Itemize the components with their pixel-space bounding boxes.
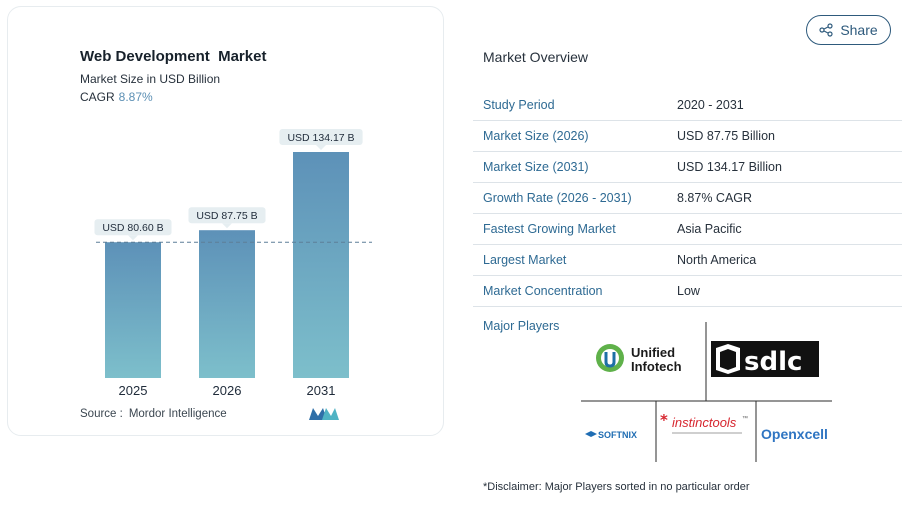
bar-2026 <box>199 230 255 378</box>
row-value: USD 87.75 Billion <box>677 129 775 143</box>
disclaimer: *Disclaimer: Major Players sorted in no … <box>483 481 750 493</box>
market-overview-table: Study Period 2020 - 2031 Market Size (20… <box>473 90 902 307</box>
instinctools-logo: * instinctools ™ <box>660 411 748 434</box>
x-tick-label: 2025 <box>119 383 148 398</box>
chart-subtitle: Market Size in USD Billion <box>80 72 221 86</box>
unified-name-line1: Unified <box>631 345 675 360</box>
instinctools-star-icon: * <box>660 411 668 429</box>
row-value: 8.87% CAGR <box>677 191 753 205</box>
bar-2031 <box>293 152 349 378</box>
row-key: Largest Market <box>483 253 567 267</box>
row-key: Market Size (2026) <box>483 129 589 143</box>
mordor-intelligence-logo <box>309 408 339 420</box>
row-key: Market Size (2031) <box>483 160 589 174</box>
bar-chart: USD 80.60 B 2025 USD 87.75 B 2026 USD 134.17… <box>94 129 372 398</box>
data-label-pointer <box>222 223 232 229</box>
bar-2025 <box>105 242 161 378</box>
data-label-box <box>94 219 172 236</box>
data-label-box <box>279 129 363 145</box>
openxcell-logo: Openxcell <box>761 426 828 442</box>
share-label: Share <box>840 22 878 38</box>
unified-name-line2: Infotech <box>631 359 682 374</box>
table-row: Study Period 2020 - 2031 <box>473 90 902 121</box>
cagr-value: 8.87% <box>118 90 153 104</box>
table-row: Growth Rate (2026 - 2031) 8.87% CAGR <box>473 183 902 214</box>
row-value: Asia Pacific <box>677 222 742 236</box>
x-tick-label: 2031 <box>307 383 336 398</box>
source-line: Source : Mordor Intelligence <box>80 408 227 420</box>
chart-title: Web Development Market <box>80 48 267 65</box>
table-row: Fastest Growing Market Asia Pacific <box>473 214 902 245</box>
table-row: Largest Market North America <box>473 245 902 276</box>
data-label: USD 80.60 B <box>102 222 163 234</box>
table-row: Market Size (2026) USD 87.75 Billion <box>473 121 902 152</box>
softnix-logo: SOFTNIX <box>585 430 637 440</box>
source-label: Source : <box>80 408 123 420</box>
softnix-mark-icon <box>585 431 597 437</box>
row-key: Growth Rate (2026 - 2031) <box>483 191 632 205</box>
row-value: Low <box>677 284 700 298</box>
row-key: Market Concentration <box>483 284 603 298</box>
data-label-pointer <box>128 235 138 241</box>
data-label-pointer <box>316 145 326 150</box>
cagr-label: CAGR <box>80 90 115 104</box>
unified-infotech-logo: Unified Infotech <box>596 344 682 374</box>
openxcell-name: Openxcell <box>761 426 828 442</box>
row-key: Study Period <box>483 98 555 112</box>
table-row: Market Size (2031) USD 134.17 Billion <box>473 152 902 183</box>
data-label: USD 87.75 B <box>196 210 257 222</box>
share-button[interactable]: Share <box>806 15 891 45</box>
softnix-name: SOFTNIX <box>598 430 637 440</box>
row-value: USD 134.17 Billion <box>677 160 782 174</box>
major-players-title: Major Players <box>483 319 560 333</box>
cagr-line: CAGR 8.87% <box>80 90 153 104</box>
share-icon <box>819 23 833 37</box>
instinctools-name: instinctools <box>672 415 737 430</box>
market-overview-title: Market Overview <box>483 49 589 65</box>
instinctools-tm: ™ <box>742 415 748 422</box>
sdlc-logo: sdlc <box>711 341 819 377</box>
source-value: Mordor Intelligence <box>128 408 227 420</box>
row-key: Fastest Growing Market <box>483 222 616 236</box>
data-label: USD 134.17 B <box>287 132 354 144</box>
table-row: Market Concentration Low <box>473 276 902 307</box>
data-label-box <box>188 207 266 224</box>
x-tick-label: 2026 <box>213 383 242 398</box>
row-value: 2020 - 2031 <box>677 98 744 112</box>
row-value: North America <box>677 253 757 267</box>
sdlc-name: sdlc <box>744 347 802 377</box>
